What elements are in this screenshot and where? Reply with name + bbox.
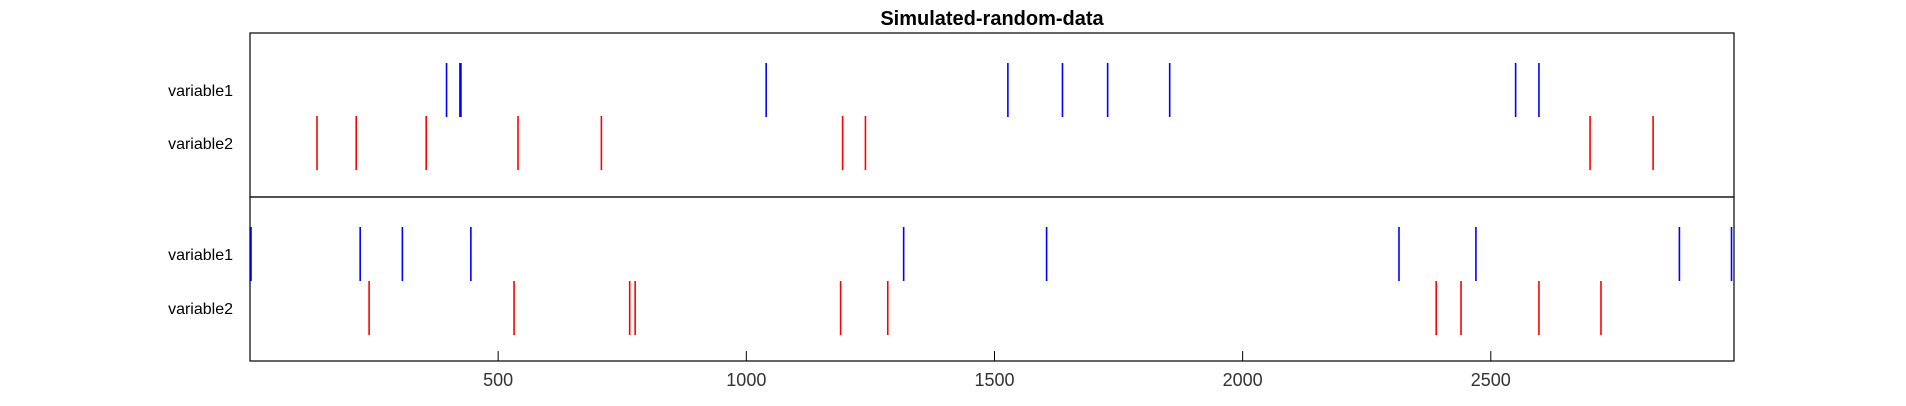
panel-frame: [249, 32, 1735, 198]
row-label: variable2: [168, 136, 233, 153]
x-tick-label: 500: [483, 370, 513, 390]
row-label: variable1: [168, 83, 233, 100]
panel-1: variable1 variable2: [168, 32, 1735, 198]
panel-frame: [249, 196, 1735, 362]
panel-2: variable1 variable2: [168, 196, 1735, 362]
chart-title: Simulated-random-data: [880, 8, 1104, 30]
x-tick-label: 1500: [974, 370, 1014, 390]
x-tick-label: 2500: [1471, 370, 1511, 390]
x-tick-label: 1000: [726, 370, 766, 390]
x-tick-label: 2000: [1223, 370, 1263, 390]
x-axis: 500 1000 1500 2000 2500: [483, 351, 1511, 390]
row-label: variable1: [168, 247, 233, 264]
row-label: variable2: [168, 301, 233, 318]
panels: variable1 variable2 variable1 variable2: [168, 32, 1735, 362]
